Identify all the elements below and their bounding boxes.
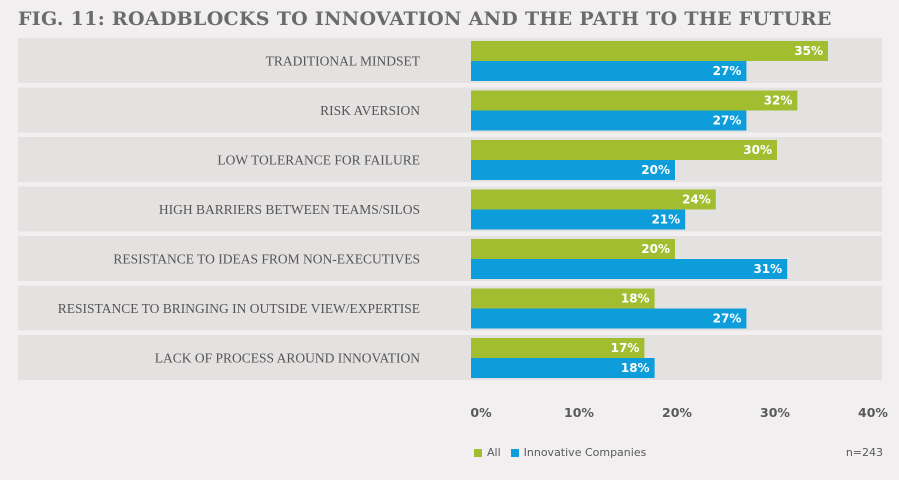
category-label: LOW TOLERANCE FOR FAILURE <box>217 153 420 168</box>
bar-all <box>471 41 828 61</box>
data-label: 27% <box>713 64 742 78</box>
category-label: LACK OF PROCESS AROUND INNOVATION <box>155 351 421 366</box>
data-label: 20% <box>641 163 670 177</box>
bar-all <box>471 189 716 210</box>
data-label: 27% <box>713 312 742 326</box>
data-label: 18% <box>621 292 650 306</box>
category-label: TRADITIONAL MINDSET <box>266 54 421 69</box>
legend-swatch-all <box>474 448 482 457</box>
bar-all <box>471 239 675 259</box>
legend: All Innovative Companies <box>474 446 656 459</box>
sample-size-note: n=243 <box>845 446 883 459</box>
x-axis-ticks: 0% 10% 20% 30% 40% <box>470 405 888 420</box>
row-band <box>18 186 882 232</box>
bar-all <box>471 90 798 111</box>
x-tick-label: 20% <box>662 405 692 420</box>
legend-item-innovative: Innovative Companies <box>510 446 647 459</box>
category-label: RESISTANCE TO BRINGING IN OUTSIDE VIEW/E… <box>58 301 420 316</box>
x-tick-label: 10% <box>564 405 594 420</box>
category-label: RESISTANCE TO IDEAS FROM NON-EXECUTIVES <box>113 252 420 267</box>
data-label: 21% <box>651 213 680 227</box>
bar-innovative <box>471 308 747 329</box>
data-label: 35% <box>794 44 823 58</box>
bar-all <box>471 140 777 160</box>
bar-innovative <box>471 358 655 378</box>
data-label: 30% <box>743 143 772 157</box>
row-bands: TRADITIONAL MINDSET RISK AVERSION LOW TOLE… <box>18 38 882 380</box>
row-band <box>18 335 882 380</box>
x-tick-label: 0% <box>470 405 492 420</box>
data-label: 32% <box>764 94 793 108</box>
data-label: 31% <box>753 262 782 276</box>
data-label: 17% <box>611 341 640 355</box>
data-label: 20% <box>641 242 670 256</box>
data-label: 18% <box>621 361 650 375</box>
legend-swatch-innovative <box>510 448 519 457</box>
legend-label-innovative: Innovative Companies <box>523 446 647 459</box>
bar-innovative <box>471 61 747 81</box>
bar-all <box>471 288 655 309</box>
legend-label-all: All <box>487 446 501 459</box>
bar-innovative <box>471 259 788 279</box>
bars: 35% 27% 32% 27% 30% 20% 24%21% 20% 31% 18% 27% 17% 1… <box>471 41 828 378</box>
bar-innovative <box>471 110 747 131</box>
data-label: 27% <box>713 114 742 128</box>
category-label: HIGH BARRIERS BETWEEN TEAMS/SILOS <box>159 202 420 217</box>
x-tick-label: 30% <box>760 405 790 420</box>
category-label: RISK AVERSION <box>320 103 420 118</box>
x-tick-label: 40% <box>858 405 888 420</box>
legend-item-all: All <box>474 446 501 459</box>
bar-innovative <box>471 209 686 230</box>
data-label: 24% <box>682 193 711 207</box>
chart-title: FIG. 11: ROADBLOCKS TO INNOVATION AND TH… <box>18 8 832 30</box>
bar-innovative <box>471 160 675 180</box>
bar-all <box>471 338 645 358</box>
